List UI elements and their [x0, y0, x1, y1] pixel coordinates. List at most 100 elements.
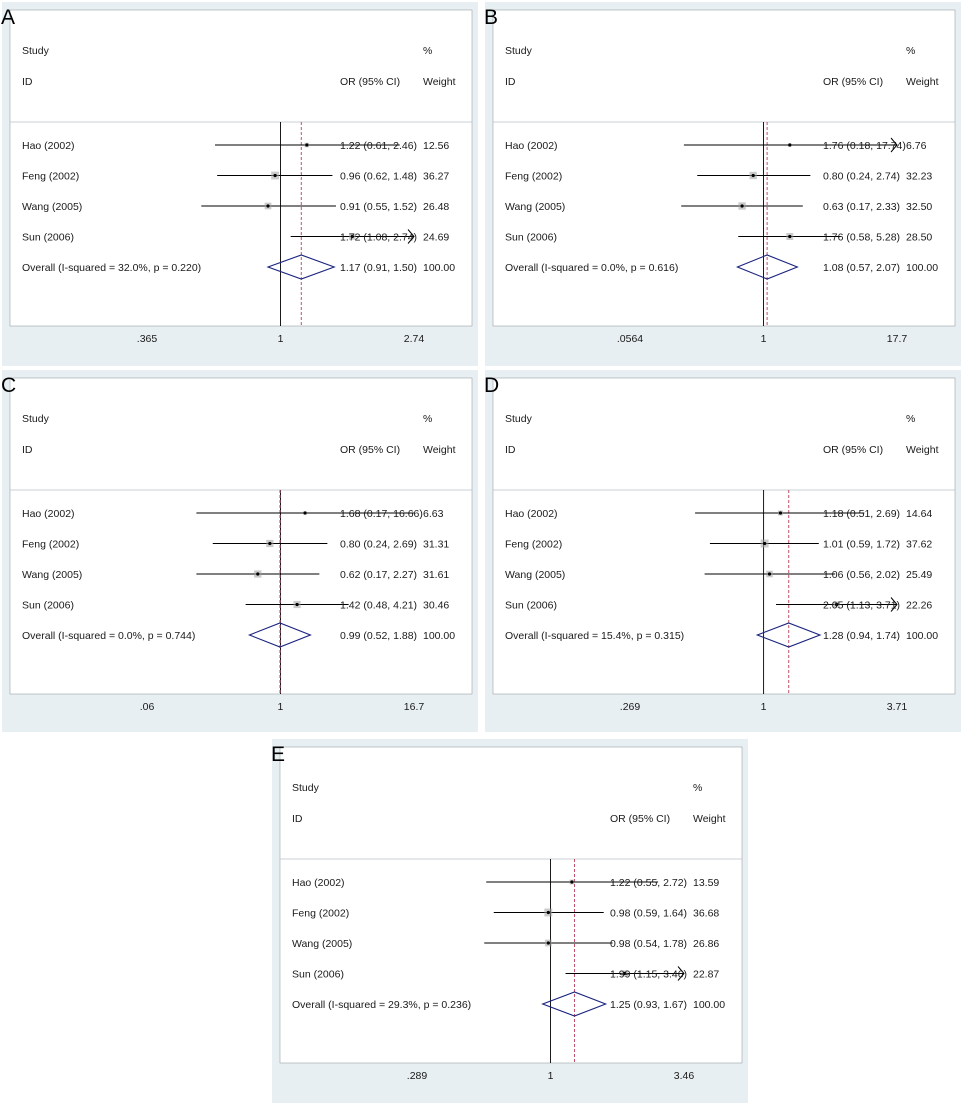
- pe-overall-diamond: [541, 991, 608, 1017]
- pc-point-estimate-0: [303, 511, 307, 515]
- pe-point-estimate-2: [546, 941, 550, 945]
- pc-weight-text-0: 6.63: [423, 508, 444, 520]
- pe-study-name-1: Feng (2002): [292, 908, 349, 920]
- pa-overall-or-ci-text: 1.17 (0.91, 1.50): [340, 262, 417, 274]
- pe-x-tick-label-1: 1: [548, 1070, 554, 1082]
- pb-plot-area: [492, 9, 956, 327]
- pd-point-estimate-1: [763, 541, 767, 546]
- pe-x-tick-label-2: 3.46: [674, 1070, 695, 1082]
- pa-or-ci-text-2: 0.91 (0.55, 1.52): [340, 201, 417, 213]
- pb-panel-label: B: [484, 6, 498, 29]
- pe-study-name-3: Sun (2006): [292, 969, 344, 981]
- pb-study-name-2: Wang (2005): [505, 201, 565, 213]
- pe-or-ci-text-1: 0.98 (0.59, 1.64): [610, 908, 687, 920]
- pe-header-weight: Weight: [693, 813, 726, 825]
- pb-x-tick-label-0: .0564: [617, 333, 643, 345]
- pa-or-ci-text-0: 1.22 (0.61, 2.46): [340, 140, 417, 152]
- pc-or-ci-text-0: 1.68 (0.17, 16.66): [340, 508, 423, 520]
- pa-plot-area: [9, 9, 473, 327]
- forest-plot-svg-c: C Study % ID OR (95% CI) Weight Hao (2002) 1.68…: [1, 374, 473, 713]
- pe-panel-label: E: [271, 743, 285, 766]
- pe-overall-label: Overall (I-squared = 29.3%, p = 0.236): [292, 999, 471, 1011]
- pc-overall-or-ci-text: 0.99 (0.52, 1.88): [340, 630, 417, 642]
- pb-study-name-0: Hao (2002): [505, 140, 558, 152]
- pa-point-estimate-3: [350, 234, 354, 239]
- pa-panel-label: A: [1, 6, 15, 29]
- pa-x-tick-label-2: 2.74: [404, 333, 425, 345]
- pd-header-pct: %: [906, 413, 915, 425]
- pb-header-or-ci: OR (95% CI): [823, 76, 883, 88]
- pb-header-study: Study: [505, 45, 533, 57]
- pd-or-ci-text-0: 1.18 (0.51, 2.69): [823, 508, 900, 520]
- pc-header-weight: Weight: [423, 444, 456, 456]
- pc-weight-text-2: 31.61: [423, 569, 449, 581]
- pd-point-estimate-3: [835, 602, 839, 607]
- pa-weight-text-2: 26.48: [423, 201, 449, 213]
- pb-overall-or-ci-text: 1.08 (0.57, 2.07): [823, 262, 900, 274]
- pc-panel-label: C: [1, 374, 16, 397]
- pa-study-name-3: Sun (2006): [22, 232, 74, 244]
- pc-study-name-1: Feng (2002): [22, 539, 79, 551]
- pc-point-estimate-2: [256, 572, 260, 576]
- pa-or-ci-text-1: 0.96 (0.62, 1.48): [340, 171, 417, 183]
- pc-study-name-3: Sun (2006): [22, 600, 74, 612]
- pb-study-name-3: Sun (2006): [505, 232, 557, 244]
- pd-or-ci-text-1: 1.01 (0.59, 1.72): [823, 539, 900, 551]
- pa-weight-text-1: 36.27: [423, 171, 449, 183]
- pc-x-tick-label-0: .06: [140, 701, 155, 713]
- pc-header-or-ci: OR (95% CI): [340, 444, 400, 456]
- pb-header-pct: %: [906, 45, 915, 57]
- pd-header-id: ID: [505, 444, 516, 456]
- pc-or-ci-text-1: 0.80 (0.24, 2.69): [340, 539, 417, 551]
- pc-point-estimate-3: [295, 602, 299, 607]
- pc-study-name-2: Wang (2005): [22, 569, 82, 581]
- pb-or-ci-text-0: 1.76 (0.18, 17.74): [823, 140, 906, 152]
- pa-study-name-1: Feng (2002): [22, 171, 79, 183]
- pe-overall-or-ci-text: 1.25 (0.93, 1.67): [610, 999, 687, 1011]
- pb-x-tick-label-2: 17.7: [887, 333, 908, 345]
- pa-x-tick-label-0: .365: [137, 333, 158, 345]
- pa-study-name-2: Wang (2005): [22, 201, 82, 213]
- pe-point-estimate-3: [622, 971, 627, 976]
- pd-point-estimate-0: [778, 511, 783, 515]
- pc-point-estimate-1: [268, 541, 272, 546]
- forest-panel-b: B Study% ID OR (95% CI) Weight Hao (2002) 1.76…: [484, 2, 961, 366]
- pb-ci-arrow-0: [890, 137, 898, 153]
- pa-study-name-0: Hao (2002): [22, 140, 75, 152]
- pa-overall-diamond: [266, 254, 336, 280]
- pd-weight-text-0: 14.64: [906, 508, 932, 520]
- pb-weight-text-1: 32.23: [906, 171, 932, 183]
- pd-overall-or-ci-text: 1.28 (0.94, 1.74): [823, 630, 900, 642]
- pd-x-tick-label-1: 1: [761, 701, 767, 713]
- pe-study-name-0: Hao (2002): [292, 877, 345, 889]
- pd-overall-weight-text: 100.00: [906, 630, 938, 642]
- pd-x-tick-label-0: .269: [620, 701, 641, 713]
- pd-panel-label: D: [484, 374, 499, 397]
- pb-or-ci-text-2: 0.63 (0.17, 2.33): [823, 201, 900, 213]
- pc-x-tick-label-2: 16.7: [404, 701, 425, 713]
- pe-point-estimate-0: [570, 880, 574, 884]
- pa-x-tick-label-1: 1: [278, 333, 284, 345]
- pe-header-or-ci: OR (95% CI): [610, 813, 670, 825]
- pd-weight-text-3: 22.26: [906, 600, 932, 612]
- pe-weight-text-0: 13.59: [693, 877, 719, 889]
- pa-overall-label: Overall (I-squared = 32.0%, p = 0.220): [22, 262, 201, 274]
- pd-overall-diamond: [755, 622, 822, 648]
- pe-header-id: ID: [292, 813, 303, 825]
- pa-header-pct: %: [423, 45, 432, 57]
- forest-panel-e: E Study% ID OR (95% CI) Weight Hao (2002) 1.22…: [271, 739, 748, 1103]
- pa-weight-text-3: 24.69: [423, 232, 449, 244]
- forest-plot-svg-a: A Study % ID OR (95% CI) Weight Hao (2002) 1.22…: [1, 6, 473, 345]
- pd-study-name-0: Hao (2002): [505, 508, 558, 520]
- pb-overall-diamond: [735, 254, 799, 280]
- pb-weight-text-2: 32.50: [906, 201, 932, 213]
- pd-study-name-2: Wang (2005): [505, 569, 565, 581]
- pa-or-ci-text-3: 1.72 (1.08, 2.74): [340, 232, 417, 244]
- forest-panel-d: D Study% ID OR (95% CI) Weight Hao (2002) 1.18…: [484, 370, 961, 732]
- pa-weight-text-0: 12.56: [423, 140, 449, 152]
- pd-x-tick-label-2: 3.71: [887, 701, 908, 713]
- pc-overall-diamond: [247, 622, 312, 648]
- pb-overall-label: Overall (I-squared = 0.0%, p = 0.616): [505, 262, 678, 274]
- pa-point-estimate-1: [273, 173, 277, 178]
- pb-or-ci-text-3: 1.76 (0.58, 5.28): [823, 232, 900, 244]
